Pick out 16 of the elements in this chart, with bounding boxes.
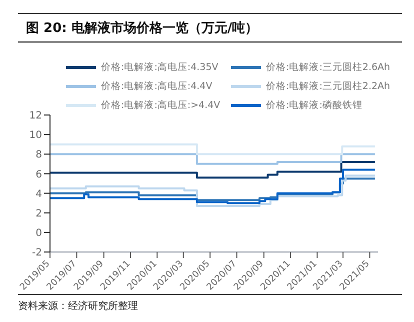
chart-title: 图 20: 电解液市场价格一览（万元/吨） — [26, 20, 258, 36]
legend-label: 价格:电解液:高电压:4.4V — [101, 80, 212, 93]
y-tick-label: 8 — [36, 150, 42, 161]
y-tick-label: 6 — [36, 169, 42, 180]
legend-label: 价格:电解液:三元圆柱2.6Ah — [266, 61, 390, 74]
y-tick-label: -2 — [32, 248, 42, 259]
y-tick-label: 12 — [29, 110, 42, 122]
legend-label: 价格:电解液:磷酸铁锂 — [266, 99, 362, 112]
y-tick-label: 10 — [29, 130, 42, 142]
y-tick-label: 4 — [36, 188, 42, 200]
y-tick-label: 2 — [36, 208, 42, 220]
y-tick-label: 0 — [36, 228, 42, 239]
text: 资料来源：经济研究所整理 — [18, 300, 139, 313]
legend-label: 价格:电解液:三元圆柱2.2Ah — [266, 80, 390, 93]
legend-label: 价格:电解液:高电压:4.35V — [101, 61, 218, 74]
legend-label: 价格:电解液:高电压:>4.4V — [101, 99, 220, 112]
